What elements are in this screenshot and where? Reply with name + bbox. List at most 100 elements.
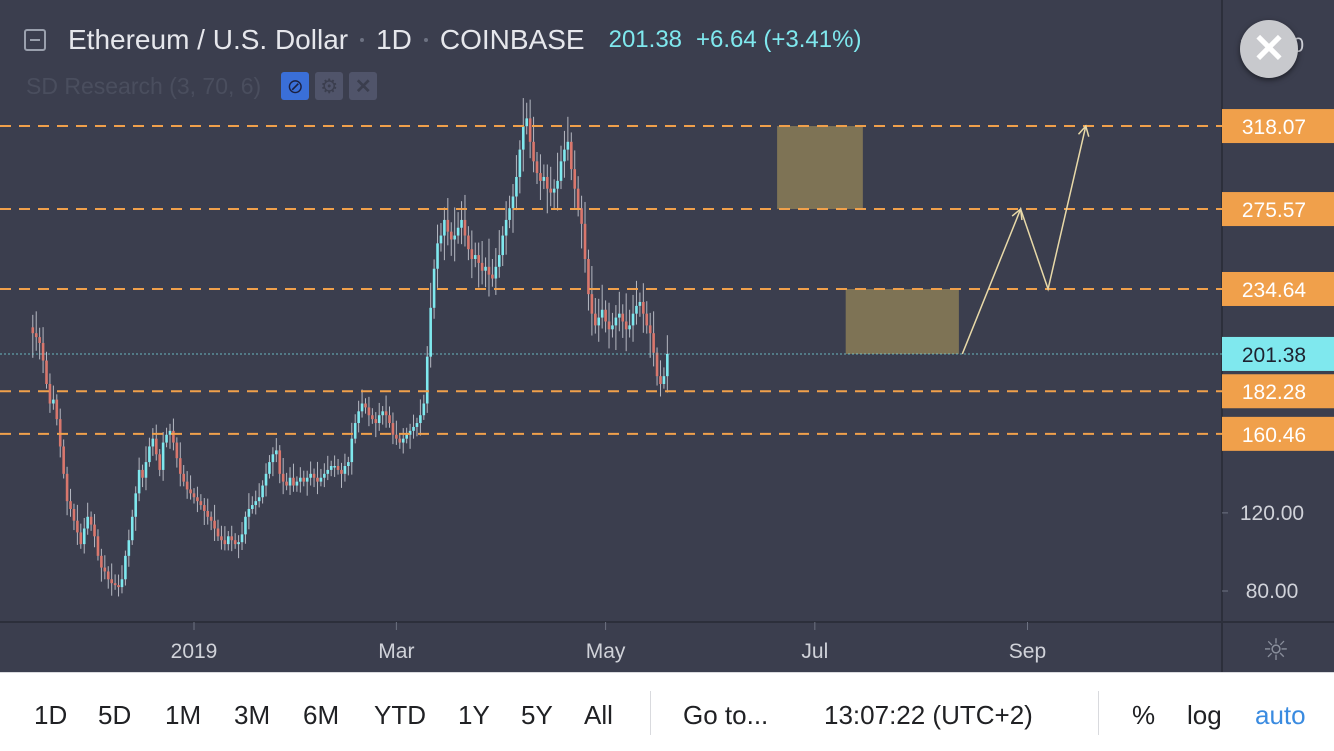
candle-body [31,327,35,334]
candle-body [439,235,443,244]
candle-body [515,176,518,197]
candle-body [124,555,127,580]
candle-body [611,325,614,330]
gear-icon[interactable]: ⚙ [315,72,344,100]
level-label: 234.64 [1242,279,1307,302]
interval-label[interactable]: 1D [376,24,412,55]
candle-body [391,423,395,435]
eye-slash-icon[interactable]: ⊘ [281,72,310,100]
zone-rectangle [845,288,959,354]
candle-body [247,508,251,517]
candle-body [419,415,422,424]
candle-body [41,342,45,361]
candle-body [52,399,55,404]
candle-body [398,438,402,443]
candle-body [257,497,261,502]
timezone-clock[interactable]: 13:07:22 (UTC+2) [824,700,1033,730]
candle-body [251,505,254,509]
range-1y-button[interactable]: 1Y [458,700,490,730]
range-6m-button[interactable]: 6M [303,700,340,730]
zone-rectangle [777,126,863,210]
candle-body [666,353,669,377]
toolbar-divider [1098,691,1099,735]
candle-body [618,313,621,318]
candle-body [343,466,347,474]
close-icon[interactable]: ✕ [349,72,378,100]
candle-body [621,313,625,322]
candle-body [559,161,563,181]
level-label: 160.46 [1242,424,1306,447]
log-scale-toggle[interactable]: log [1187,700,1222,730]
candle-body [648,325,652,334]
candle-body [521,126,525,150]
candle-body [604,309,607,322]
header-separator [360,38,365,42]
symbol-name: Ethereum / U.S. Dollar [68,24,349,55]
range-ytd-button[interactable]: YTD [374,700,426,730]
current-price-label-bg [1222,336,1334,371]
candle-body [38,337,41,343]
range-3m-button[interactable]: 3M [234,700,271,730]
candle-body [76,520,79,533]
range-5y-button[interactable]: 5Y [521,700,553,730]
candle-body [429,307,432,357]
candle-body [635,305,638,314]
y-tick-label: 80.00 [1246,580,1299,603]
candle-body [45,360,48,384]
candle-body [415,423,419,427]
percent-scale-toggle[interactable]: % [1132,700,1156,730]
price-chart[interactable]: 2019MarMayJulSep80.00120.00360.00☼318.07… [0,0,1334,672]
candle-body [288,477,292,486]
candle-body [357,411,360,424]
candle-body [600,309,604,318]
level-label: 318.07 [1242,116,1306,139]
candle-body [154,438,158,455]
indicator-legend: SD Research (3, 70, 6) ⊘ ⚙ ✕ [26,70,383,102]
level-label-bg [1222,416,1334,451]
range-1m-button[interactable]: 1M [165,700,202,730]
candle-body [305,477,309,482]
candle-body [213,520,216,529]
auto-scale-toggle[interactable]: auto [1255,700,1306,730]
candle-body [281,473,285,482]
current-price-label: 201.38 [1242,344,1306,367]
candle-body [237,542,240,545]
candle-body [377,415,381,424]
candle-body [271,454,275,463]
candle-body [82,528,86,545]
range-1d-button[interactable]: 1D [34,700,68,730]
level-label-bg [1222,271,1334,306]
close-chart-button[interactable]: ✕ [1240,20,1298,78]
x-tick-label: Jul [801,640,828,663]
candle-body [192,493,196,498]
candle-body [638,301,642,306]
range-5d-button[interactable]: 5D [98,700,132,730]
candle-body [209,516,213,521]
candle-body [360,403,364,412]
candle-body [367,407,371,416]
chart-area[interactable]: 2019MarMayJulSep80.00120.00360.00☼318.07… [0,0,1334,672]
candle-body [576,188,580,209]
candle-body [165,434,168,443]
projection-path [961,125,1087,355]
candle-body [425,356,429,404]
candle-body [329,466,333,470]
candle-body [480,262,484,271]
candle-body [182,473,186,482]
candle-body [535,161,539,174]
candle-body [134,493,137,517]
candle-body [624,321,628,330]
candle-body [467,235,470,250]
candle-body [371,415,374,420]
indicator-label: SD Research (3, 70, 6) [26,72,262,99]
candle-body [72,508,76,521]
candle-body [384,411,388,416]
candle-body [528,118,532,142]
goto-date-button[interactable]: Go to... [683,700,769,730]
range-all-button[interactable]: All [584,700,613,730]
level-label: 182.28 [1242,381,1306,404]
candle-body [292,477,295,486]
candle-body [408,430,412,435]
settings-gear-icon[interactable]: ☼ [1263,633,1290,668]
collapse-icon[interactable] [24,29,46,51]
